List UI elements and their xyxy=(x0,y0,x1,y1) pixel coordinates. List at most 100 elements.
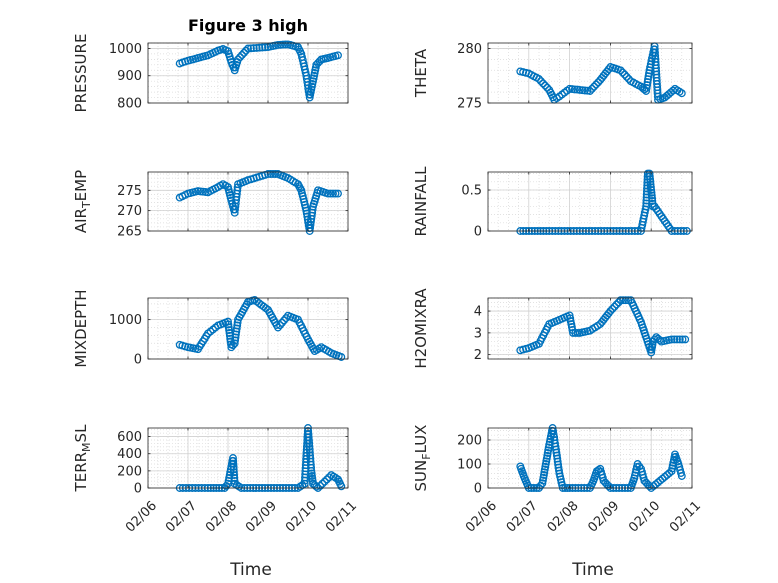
data-point xyxy=(539,79,548,88)
y-tick-label: 400 xyxy=(117,447,142,462)
data-point xyxy=(308,477,317,486)
data-point xyxy=(246,44,255,53)
data-point xyxy=(224,323,233,332)
axes-box xyxy=(487,171,693,232)
data-point xyxy=(616,296,625,305)
data-point xyxy=(650,335,659,344)
data-point xyxy=(337,353,346,361)
data-point xyxy=(322,475,331,484)
data-point xyxy=(266,170,275,178)
data-point xyxy=(302,209,311,218)
data-point xyxy=(590,82,599,91)
axes-box xyxy=(487,297,693,360)
data-point xyxy=(229,462,238,471)
data-point xyxy=(580,86,589,95)
y-axis-label: MIXDEPTH xyxy=(72,289,90,367)
data-point xyxy=(236,53,244,62)
data-point xyxy=(645,169,654,178)
data-point xyxy=(261,43,270,52)
subplot-5: 0 1000 MIXDEPTH xyxy=(72,289,349,368)
data-point xyxy=(264,170,272,178)
axes-box xyxy=(147,427,349,489)
chart-title: Figure 3 high xyxy=(188,16,308,35)
data-point xyxy=(545,438,554,446)
data-point xyxy=(229,465,238,474)
data-point xyxy=(544,446,553,455)
y-tick-label: 1000 xyxy=(109,313,142,328)
data-point xyxy=(303,212,312,221)
data-point xyxy=(249,44,258,53)
y-tick-label: 800 xyxy=(117,97,142,112)
data-point xyxy=(586,87,594,95)
data-point xyxy=(316,481,325,490)
data-point xyxy=(648,340,657,349)
x-axis-label: Time xyxy=(229,560,272,580)
x-axis-label: Time xyxy=(571,560,614,580)
x-tick-label: 02/06 xyxy=(123,498,160,535)
data-point xyxy=(307,463,316,472)
data-point xyxy=(648,343,657,351)
data-point xyxy=(612,300,621,309)
data-point xyxy=(566,314,575,323)
data-point xyxy=(535,75,543,83)
y-tick-label: 900 xyxy=(117,69,142,84)
x-tick-label: 02/10 xyxy=(626,498,663,535)
data-point xyxy=(646,180,655,189)
data-point xyxy=(234,55,242,64)
axes-box xyxy=(147,171,349,232)
data-point xyxy=(647,348,656,357)
data-point xyxy=(334,51,342,60)
y-tick-label: 275 xyxy=(457,97,482,112)
data-point xyxy=(681,335,690,344)
data-point xyxy=(677,472,686,480)
data-point xyxy=(616,66,625,75)
data-point xyxy=(280,316,288,325)
data-point xyxy=(230,476,239,485)
data-point xyxy=(614,298,623,307)
data-point xyxy=(543,451,552,460)
x-tick-label: 02/09 xyxy=(585,498,622,535)
y-tick-label: 265 xyxy=(117,225,142,240)
x-tick-label: 02/08 xyxy=(545,498,582,535)
data-point xyxy=(281,40,290,49)
data-point xyxy=(331,189,340,198)
data-point xyxy=(606,307,615,316)
y-tick-label: 2 xyxy=(474,348,482,363)
data-point xyxy=(648,194,657,203)
y-tick-label: 0 xyxy=(474,482,482,497)
data-point xyxy=(307,469,316,478)
data-point xyxy=(278,318,286,327)
y-tick-label: 200 xyxy=(117,464,142,479)
y-axis-label: PRESSURE xyxy=(72,34,90,113)
y-axis-label: THETA xyxy=(412,48,430,98)
data-point xyxy=(224,320,233,329)
data-point xyxy=(565,311,574,320)
data-point xyxy=(537,77,545,86)
data-point xyxy=(279,40,287,49)
y-tick-label: 0 xyxy=(134,482,142,497)
data-point xyxy=(542,457,551,466)
data-point xyxy=(269,170,277,178)
subplot-2: 275 280 THETA xyxy=(412,42,693,112)
data-point xyxy=(622,72,631,81)
y-axis-label: AIRTEMP xyxy=(72,170,93,233)
data-point xyxy=(619,296,628,305)
x-tick-label: 02/11 xyxy=(667,498,704,535)
data-point xyxy=(675,335,684,344)
y-tick-label: 3 xyxy=(474,326,482,341)
data-point xyxy=(324,189,332,198)
data-point xyxy=(226,334,235,343)
data-point xyxy=(642,187,651,196)
y-tick-label: 1000 xyxy=(109,42,142,57)
data-point xyxy=(326,189,335,198)
y-axis-label: RAINFALL xyxy=(412,166,430,237)
y-tick-label: 0.5 xyxy=(461,184,482,199)
data-point xyxy=(647,191,656,200)
data-point xyxy=(588,84,596,93)
x-tick-label: 02/10 xyxy=(283,498,320,535)
data-point xyxy=(318,479,327,488)
subplot-6: 2 3 4 H2OMIXRA xyxy=(412,288,693,369)
data-point xyxy=(308,472,316,480)
data-point xyxy=(620,70,629,79)
data-point xyxy=(229,454,237,462)
